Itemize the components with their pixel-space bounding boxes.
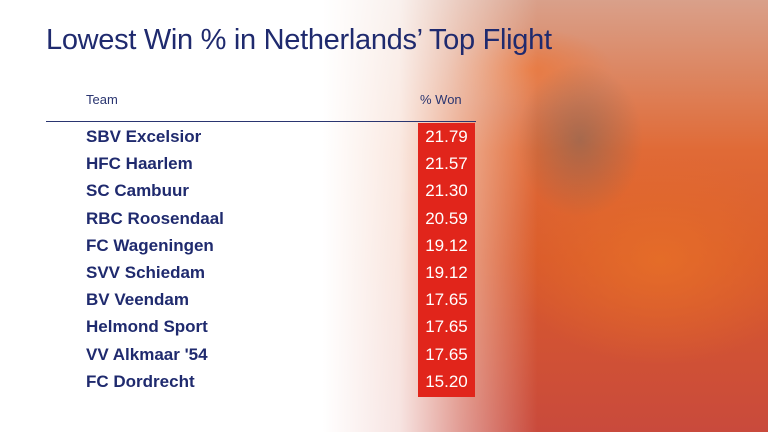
team-name: SC Cambuur bbox=[86, 181, 189, 201]
table-row: VV Alkmaar '54 17.65 bbox=[0, 341, 768, 368]
team-name: HFC Haarlem bbox=[86, 154, 193, 174]
table-row: SBV Excelsior 21.79 bbox=[0, 123, 768, 150]
team-name: BV Veendam bbox=[86, 290, 189, 310]
page-title: Lowest Win % in Netherlands’ Top Flight bbox=[46, 24, 552, 56]
table-row: SVV Schiedam 19.12 bbox=[0, 259, 768, 286]
team-name: Helmond Sport bbox=[86, 317, 208, 337]
table-row: RBC Roosendaal 20.59 bbox=[0, 205, 768, 232]
column-header-team: Team bbox=[86, 92, 118, 107]
team-name: SVV Schiedam bbox=[86, 262, 206, 282]
win-percentage: 17.65 bbox=[425, 317, 468, 337]
table-row: FC Wageningen 19.12 bbox=[0, 232, 768, 259]
win-percentage: 21.30 bbox=[425, 181, 468, 201]
team-name: RBC Roosendaal bbox=[86, 208, 224, 228]
team-name: FC Wageningen bbox=[86, 235, 214, 255]
table-row: Helmond Sport 17.65 bbox=[0, 313, 768, 340]
win-percentage: 21.57 bbox=[425, 154, 468, 174]
team-name: FC Dordrecht bbox=[86, 371, 195, 391]
win-percentage: 19.12 bbox=[425, 235, 468, 255]
table-row: SC Cambuur 21.30 bbox=[0, 177, 768, 204]
win-percentage: 17.65 bbox=[425, 344, 468, 364]
team-table: SBV Excelsior 21.79 HFC Haarlem 21.57 SC… bbox=[0, 123, 768, 395]
win-percentage: 20.59 bbox=[425, 208, 468, 228]
team-name: SBV Excelsior bbox=[86, 127, 202, 146]
win-percentage: 21.79 bbox=[425, 127, 468, 146]
team-name: VV Alkmaar '54 bbox=[86, 344, 208, 364]
win-percentage: 17.65 bbox=[425, 290, 468, 310]
header-divider bbox=[46, 121, 476, 122]
table-row: BV Veendam 17.65 bbox=[0, 286, 768, 313]
win-percentage: 15.20 bbox=[425, 371, 468, 391]
win-percentage: 19.12 bbox=[425, 262, 468, 282]
table-row: FC Dordrecht 15.20 bbox=[0, 368, 768, 395]
table-row: HFC Haarlem 21.57 bbox=[0, 150, 768, 177]
column-header-won: % Won bbox=[420, 92, 462, 107]
won-column-highlight bbox=[418, 123, 475, 397]
